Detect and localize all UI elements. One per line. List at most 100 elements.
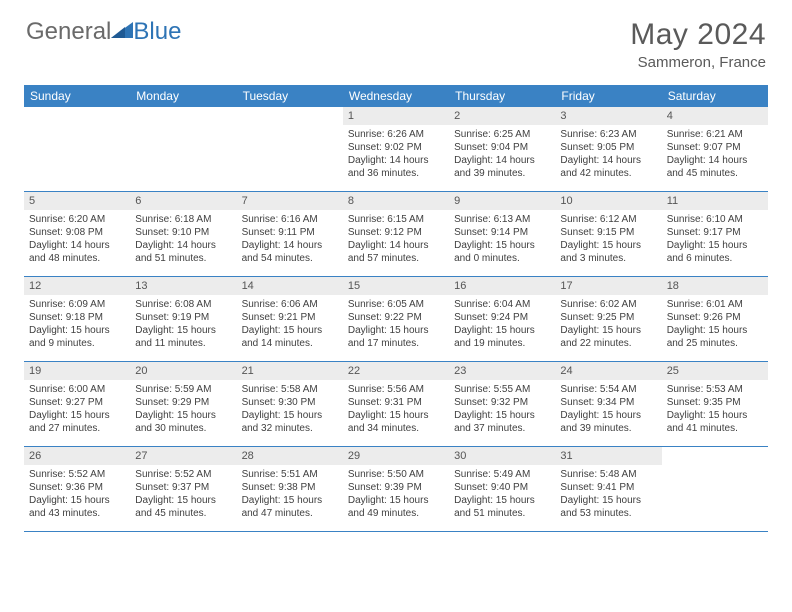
calendar-cell: 23Sunrise: 5:55 AMSunset: 9:32 PMDayligh… bbox=[449, 362, 555, 446]
brand-logo: General Blue bbox=[26, 18, 181, 46]
daylight-text: Daylight: 14 hours and 54 minutes. bbox=[242, 239, 338, 265]
sunset-text: Sunset: 9:21 PM bbox=[242, 311, 338, 324]
daylight-text: Daylight: 15 hours and 43 minutes. bbox=[29, 494, 125, 520]
day-number bbox=[662, 447, 768, 465]
sunset-text: Sunset: 9:11 PM bbox=[242, 226, 338, 239]
calendar-cell: 15Sunrise: 6:05 AMSunset: 9:22 PMDayligh… bbox=[343, 277, 449, 361]
sunset-text: Sunset: 9:40 PM bbox=[454, 481, 550, 494]
day-details: Sunrise: 6:13 AMSunset: 9:14 PMDaylight:… bbox=[449, 210, 555, 269]
day-number: 26 bbox=[24, 447, 130, 465]
sunset-text: Sunset: 9:15 PM bbox=[560, 226, 656, 239]
sunrise-text: Sunrise: 5:52 AM bbox=[135, 468, 231, 481]
calendar-cell: 31Sunrise: 5:48 AMSunset: 9:41 PMDayligh… bbox=[555, 447, 661, 531]
day-number: 30 bbox=[449, 447, 555, 465]
sunrise-text: Sunrise: 6:16 AM bbox=[242, 213, 338, 226]
sunrise-text: Sunrise: 6:12 AM bbox=[560, 213, 656, 226]
day-number: 14 bbox=[237, 277, 343, 295]
sunrise-text: Sunrise: 6:18 AM bbox=[135, 213, 231, 226]
day-details: Sunrise: 6:16 AMSunset: 9:11 PMDaylight:… bbox=[237, 210, 343, 269]
daylight-text: Daylight: 15 hours and 32 minutes. bbox=[242, 409, 338, 435]
calendar-cell bbox=[24, 107, 130, 191]
day-number: 24 bbox=[555, 362, 661, 380]
sunrise-text: Sunrise: 6:15 AM bbox=[348, 213, 444, 226]
calendar-cell: 6Sunrise: 6:18 AMSunset: 9:10 PMDaylight… bbox=[130, 192, 236, 276]
calendar-cell: 10Sunrise: 6:12 AMSunset: 9:15 PMDayligh… bbox=[555, 192, 661, 276]
daylight-text: Daylight: 15 hours and 37 minutes. bbox=[454, 409, 550, 435]
sunrise-text: Sunrise: 6:01 AM bbox=[667, 298, 763, 311]
calendar-cell: 8Sunrise: 6:15 AMSunset: 9:12 PMDaylight… bbox=[343, 192, 449, 276]
sunset-text: Sunset: 9:04 PM bbox=[454, 141, 550, 154]
calendar-cell: 12Sunrise: 6:09 AMSunset: 9:18 PMDayligh… bbox=[24, 277, 130, 361]
day-details: Sunrise: 6:21 AMSunset: 9:07 PMDaylight:… bbox=[662, 125, 768, 184]
sunrise-text: Sunrise: 6:25 AM bbox=[454, 128, 550, 141]
daylight-text: Daylight: 15 hours and 39 minutes. bbox=[560, 409, 656, 435]
day-details: Sunrise: 5:51 AMSunset: 9:38 PMDaylight:… bbox=[237, 465, 343, 524]
sunrise-text: Sunrise: 6:21 AM bbox=[667, 128, 763, 141]
day-details: Sunrise: 6:06 AMSunset: 9:21 PMDaylight:… bbox=[237, 295, 343, 354]
calendar-cell: 22Sunrise: 5:56 AMSunset: 9:31 PMDayligh… bbox=[343, 362, 449, 446]
sunrise-text: Sunrise: 6:06 AM bbox=[242, 298, 338, 311]
calendar-cell: 30Sunrise: 5:49 AMSunset: 9:40 PMDayligh… bbox=[449, 447, 555, 531]
daylight-text: Daylight: 15 hours and 47 minutes. bbox=[242, 494, 338, 520]
sunrise-text: Sunrise: 6:04 AM bbox=[454, 298, 550, 311]
calendar-cell: 20Sunrise: 5:59 AMSunset: 9:29 PMDayligh… bbox=[130, 362, 236, 446]
day-number: 12 bbox=[24, 277, 130, 295]
sunset-text: Sunset: 9:12 PM bbox=[348, 226, 444, 239]
calendar-cell: 14Sunrise: 6:06 AMSunset: 9:21 PMDayligh… bbox=[237, 277, 343, 361]
daylight-text: Daylight: 15 hours and 0 minutes. bbox=[454, 239, 550, 265]
calendar-cell: 24Sunrise: 5:54 AMSunset: 9:34 PMDayligh… bbox=[555, 362, 661, 446]
daylight-text: Daylight: 14 hours and 45 minutes. bbox=[667, 154, 763, 180]
sunset-text: Sunset: 9:27 PM bbox=[29, 396, 125, 409]
sunrise-text: Sunrise: 5:53 AM bbox=[667, 383, 763, 396]
sunset-text: Sunset: 9:26 PM bbox=[667, 311, 763, 324]
daylight-text: Daylight: 14 hours and 57 minutes. bbox=[348, 239, 444, 265]
sunset-text: Sunset: 9:35 PM bbox=[667, 396, 763, 409]
sunrise-text: Sunrise: 5:56 AM bbox=[348, 383, 444, 396]
day-details: Sunrise: 5:52 AMSunset: 9:37 PMDaylight:… bbox=[130, 465, 236, 524]
sunset-text: Sunset: 9:37 PM bbox=[135, 481, 231, 494]
day-details: Sunrise: 6:12 AMSunset: 9:15 PMDaylight:… bbox=[555, 210, 661, 269]
day-number: 11 bbox=[662, 192, 768, 210]
day-details: Sunrise: 6:05 AMSunset: 9:22 PMDaylight:… bbox=[343, 295, 449, 354]
calendar-row: 1Sunrise: 6:26 AMSunset: 9:02 PMDaylight… bbox=[24, 107, 768, 192]
location-label: Sammeron, France bbox=[630, 54, 766, 71]
sunset-text: Sunset: 9:32 PM bbox=[454, 396, 550, 409]
sunrise-text: Sunrise: 5:52 AM bbox=[29, 468, 125, 481]
day-details: Sunrise: 6:02 AMSunset: 9:25 PMDaylight:… bbox=[555, 295, 661, 354]
calendar-cell: 21Sunrise: 5:58 AMSunset: 9:30 PMDayligh… bbox=[237, 362, 343, 446]
daylight-text: Daylight: 14 hours and 36 minutes. bbox=[348, 154, 444, 180]
sunset-text: Sunset: 9:02 PM bbox=[348, 141, 444, 154]
calendar-cell: 18Sunrise: 6:01 AMSunset: 9:26 PMDayligh… bbox=[662, 277, 768, 361]
day-number: 27 bbox=[130, 447, 236, 465]
daylight-text: Daylight: 15 hours and 34 minutes. bbox=[348, 409, 444, 435]
day-details: Sunrise: 6:20 AMSunset: 9:08 PMDaylight:… bbox=[24, 210, 130, 269]
day-number: 7 bbox=[237, 192, 343, 210]
sunset-text: Sunset: 9:31 PM bbox=[348, 396, 444, 409]
day-details: Sunrise: 5:58 AMSunset: 9:30 PMDaylight:… bbox=[237, 380, 343, 439]
sunrise-text: Sunrise: 6:26 AM bbox=[348, 128, 444, 141]
day-number bbox=[237, 107, 343, 125]
sunrise-text: Sunrise: 6:08 AM bbox=[135, 298, 231, 311]
day-details: Sunrise: 5:48 AMSunset: 9:41 PMDaylight:… bbox=[555, 465, 661, 524]
sunrise-text: Sunrise: 5:59 AM bbox=[135, 383, 231, 396]
day-number: 1 bbox=[343, 107, 449, 125]
calendar-cell: 19Sunrise: 6:00 AMSunset: 9:27 PMDayligh… bbox=[24, 362, 130, 446]
calendar-cell: 16Sunrise: 6:04 AMSunset: 9:24 PMDayligh… bbox=[449, 277, 555, 361]
daylight-text: Daylight: 15 hours and 41 minutes. bbox=[667, 409, 763, 435]
day-number: 21 bbox=[237, 362, 343, 380]
sunset-text: Sunset: 9:24 PM bbox=[454, 311, 550, 324]
sunset-text: Sunset: 9:22 PM bbox=[348, 311, 444, 324]
sunrise-text: Sunrise: 5:50 AM bbox=[348, 468, 444, 481]
sunset-text: Sunset: 9:39 PM bbox=[348, 481, 444, 494]
calendar-cell: 4Sunrise: 6:21 AMSunset: 9:07 PMDaylight… bbox=[662, 107, 768, 191]
day-number: 13 bbox=[130, 277, 236, 295]
calendar-cell bbox=[237, 107, 343, 191]
day-details: Sunrise: 6:26 AMSunset: 9:02 PMDaylight:… bbox=[343, 125, 449, 184]
daylight-text: Daylight: 15 hours and 45 minutes. bbox=[135, 494, 231, 520]
sunset-text: Sunset: 9:36 PM bbox=[29, 481, 125, 494]
sunset-text: Sunset: 9:18 PM bbox=[29, 311, 125, 324]
calendar-cell: 25Sunrise: 5:53 AMSunset: 9:35 PMDayligh… bbox=[662, 362, 768, 446]
calendar-grid: SundayMondayTuesdayWednesdayThursdayFrid… bbox=[24, 85, 768, 532]
weekday-sunday: Sunday bbox=[24, 85, 130, 107]
daylight-text: Daylight: 15 hours and 19 minutes. bbox=[454, 324, 550, 350]
